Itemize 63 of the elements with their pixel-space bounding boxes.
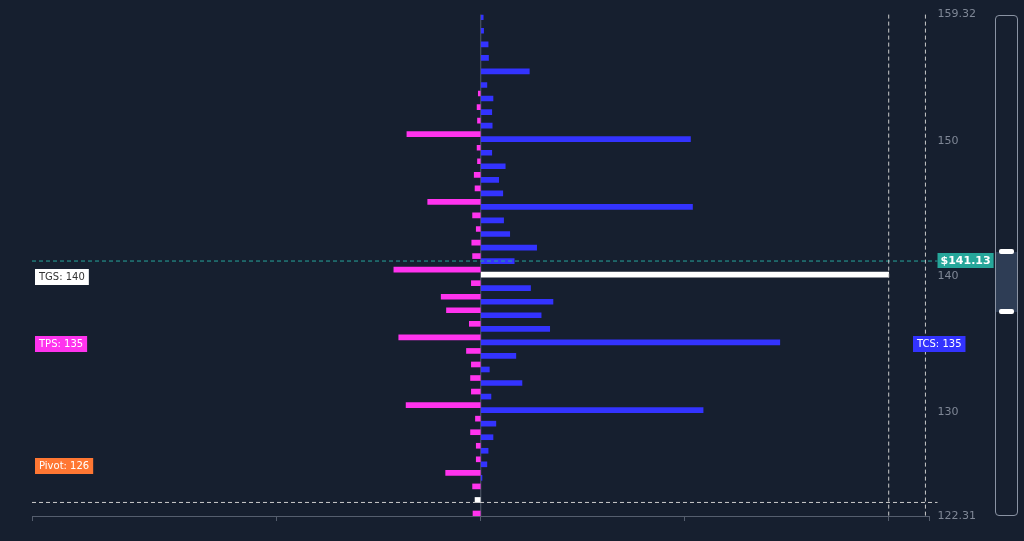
bar — [476, 144, 481, 151]
bar — [480, 231, 511, 237]
bar — [475, 456, 481, 463]
bar — [480, 380, 523, 386]
bar — [472, 510, 481, 516]
bar — [475, 415, 481, 422]
bar — [469, 321, 481, 327]
bar — [476, 104, 481, 110]
bar — [480, 407, 704, 413]
y-tick-label: 122.31 — [937, 508, 977, 522]
text: TGS: 140 — [38, 270, 85, 282]
bar — [480, 122, 493, 129]
bar — [480, 136, 691, 142]
bar — [480, 298, 554, 305]
bar — [466, 348, 481, 354]
ref-line-label: $141.13 — [940, 253, 991, 267]
bar — [475, 442, 481, 449]
bar — [473, 171, 481, 178]
bar — [480, 176, 500, 183]
bar — [405, 402, 481, 408]
bar — [480, 82, 488, 88]
bar — [480, 366, 490, 373]
bar — [480, 27, 484, 34]
bar — [480, 285, 531, 292]
bar — [472, 483, 481, 490]
bar — [472, 253, 481, 259]
bar — [477, 117, 481, 124]
bar — [477, 158, 481, 165]
bar — [471, 361, 481, 368]
bar — [472, 212, 481, 219]
bar — [480, 55, 489, 61]
bar — [406, 131, 481, 137]
y-tick-label: 150 — [937, 133, 959, 147]
bar — [480, 149, 493, 156]
bar — [427, 199, 481, 205]
bar — [471, 388, 481, 395]
bar — [480, 434, 494, 441]
bar — [480, 461, 488, 468]
bar — [480, 326, 551, 332]
bar — [470, 375, 481, 381]
text: TCS: 135 — [916, 337, 962, 349]
bar — [480, 14, 484, 21]
y-tick-label: 159.32 — [937, 7, 977, 21]
bar — [480, 447, 489, 454]
y-tick-label: 130 — [937, 404, 959, 418]
y-tick-label: 140 — [937, 269, 959, 283]
text: Pivot: 126 — [39, 459, 90, 471]
bar — [440, 293, 481, 300]
bar — [475, 226, 481, 232]
bar — [474, 185, 481, 192]
bar — [445, 470, 481, 476]
bar — [480, 353, 517, 359]
bar — [480, 109, 493, 115]
bar — [471, 280, 481, 287]
bar — [480, 163, 506, 170]
bar — [471, 239, 481, 246]
bar — [470, 429, 481, 436]
bar — [480, 204, 693, 210]
bar — [480, 312, 542, 319]
text: TPS: 135 — [38, 337, 84, 349]
bar — [446, 307, 481, 314]
bar — [477, 90, 481, 97]
bar — [474, 497, 481, 503]
